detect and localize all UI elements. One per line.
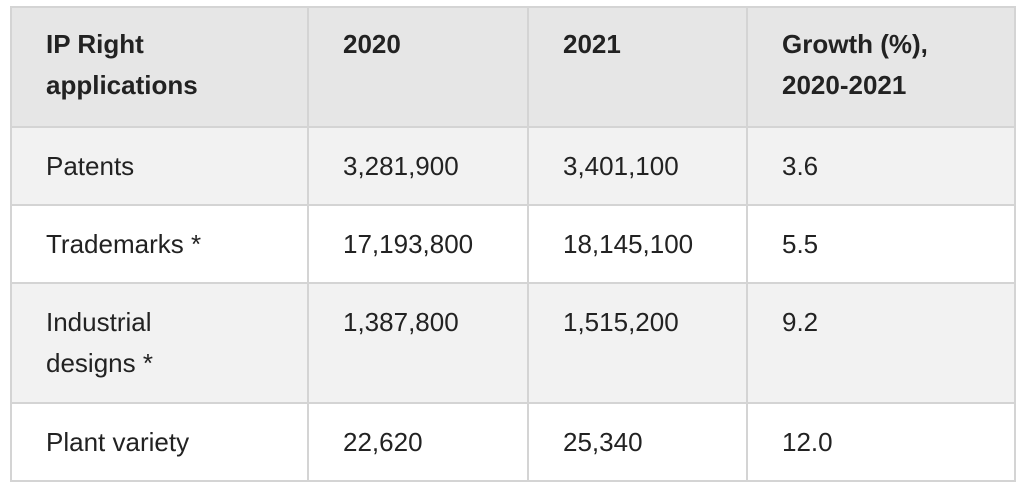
header-cell: IP Right applications xyxy=(10,6,309,128)
table-cell: 1,515,200 xyxy=(527,282,748,404)
header-cell: Growth (%), 2020-2021 xyxy=(746,6,1016,128)
table-cell: Patents xyxy=(10,126,309,206)
table-cell: 3,401,100 xyxy=(527,126,748,206)
table-cell: 1,387,800 xyxy=(307,282,529,404)
table-cell: 25,340 xyxy=(527,402,748,482)
header-row: IP Right applications 2020 2021 Growth (%),… xyxy=(10,6,1016,128)
table-cell: Industrial designs * xyxy=(10,282,309,404)
table-cell: 12.0 xyxy=(746,402,1016,482)
table-cell: 3.6 xyxy=(746,126,1016,206)
table-cell: Plant variety xyxy=(10,402,309,482)
table-cell: 17,193,800 xyxy=(307,204,529,284)
table-row: Trademarks * 17,193,800 18,145,100 5.5 xyxy=(10,204,1016,284)
table-row: Plant variety 22,620 25,340 12.0 xyxy=(10,402,1016,482)
header-cell: 2021 xyxy=(527,6,748,128)
data-table: IP Right applications 2020 2021 Growth (%),… xyxy=(10,6,1016,482)
table-cell: 9.2 xyxy=(746,282,1016,404)
table-cell: 3,281,900 xyxy=(307,126,529,206)
table-cell: 5.5 xyxy=(746,204,1016,284)
table-row: Patents 3,281,900 3,401,100 3.6 xyxy=(10,126,1016,206)
table-cell: Trademarks * xyxy=(10,204,309,284)
table-row: Industrial designs * 1,387,800 1,515,200 9.… xyxy=(10,282,1016,404)
header-cell: 2020 xyxy=(307,6,529,128)
table-cell: 22,620 xyxy=(307,402,529,482)
table-body: Patents 3,281,900 3,401,100 3.6 Trademarks *… xyxy=(10,126,1016,482)
table-cell: 18,145,100 xyxy=(527,204,748,284)
table-container: IP Right applications 2020 2021 Growth (%),… xyxy=(10,6,1016,482)
